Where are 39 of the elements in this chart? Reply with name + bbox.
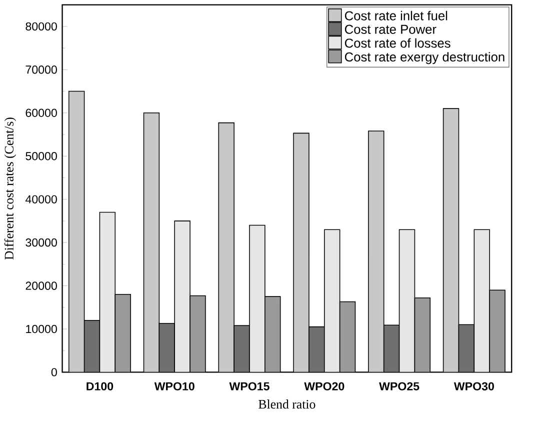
bar	[159, 323, 175, 372]
y-axis-title: Different cost rates (Cent/s)	[4, 117, 16, 260]
legend-label: Cost rate inlet fuel	[344, 10, 448, 20]
bar	[458, 324, 475, 372]
legend-label: Cost rate exergy destruction	[344, 52, 504, 64]
bar	[308, 326, 325, 372]
bar	[414, 297, 431, 372]
bar	[84, 320, 100, 372]
x-tick-label: WPO20	[304, 382, 344, 390]
y-tick-label: 0	[51, 368, 57, 376]
y-tick-label: 60000	[26, 108, 57, 117]
x-tick-label: D100	[86, 382, 114, 390]
bar	[249, 224, 266, 372]
bar	[339, 301, 356, 372]
bar	[190, 296, 206, 372]
y-tick-label: 20000	[26, 281, 57, 290]
x-tick-label: WPO25	[379, 382, 420, 390]
bar	[114, 294, 131, 372]
x-tick-label: WPO30	[454, 382, 494, 390]
y-tick-label: 30000	[26, 238, 57, 246]
legend-label: Cost rate Power	[344, 24, 436, 34]
bar	[489, 290, 506, 372]
y-tick-label: 10000	[26, 324, 57, 333]
x-axis-title: Blend ratio	[258, 399, 316, 408]
y-tick-label: 50000	[26, 152, 57, 160]
bar	[174, 220, 190, 372]
bar	[234, 324, 250, 372]
bar	[383, 324, 400, 372]
x-tick-label: WPO10	[154, 382, 194, 390]
bar	[99, 212, 116, 372]
legend-label: Cost rate of losses	[344, 38, 450, 48]
x-tick-label: WPO15	[229, 382, 270, 390]
bar	[398, 229, 416, 372]
y-tick-label: 70000	[26, 65, 57, 74]
bar	[474, 229, 490, 372]
y-tick-label: 40000	[25, 195, 57, 204]
bar	[264, 296, 281, 372]
bar	[324, 229, 340, 372]
y-tick-label: 80000	[26, 22, 57, 30]
